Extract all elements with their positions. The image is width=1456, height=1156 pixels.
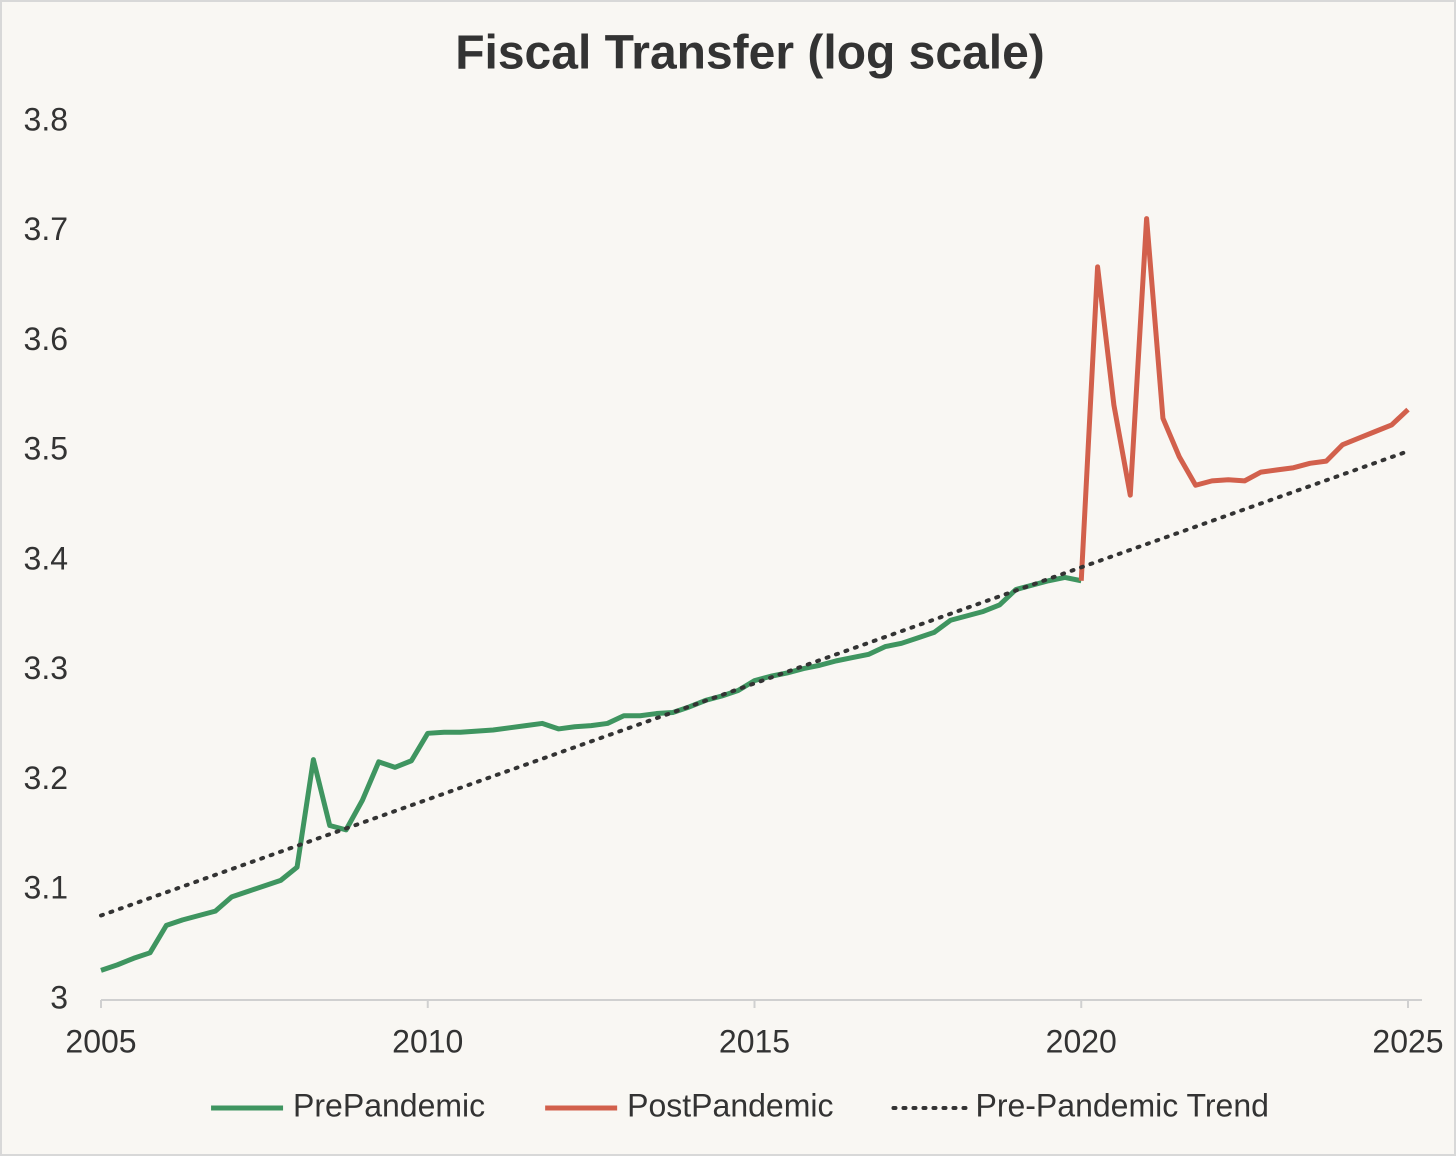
legend-label: Pre-Pandemic Trend bbox=[975, 1087, 1268, 1123]
legend-label: PrePandemic bbox=[293, 1087, 485, 1123]
y-tick-label: 3.8 bbox=[24, 101, 68, 137]
y-tick-label: 3.7 bbox=[24, 211, 68, 247]
y-tick-label: 3.1 bbox=[24, 870, 68, 906]
x-tick-label: 2005 bbox=[65, 1023, 136, 1059]
chart-title: Fiscal Transfer (log scale) bbox=[455, 27, 1045, 80]
x-tick-label: 2010 bbox=[392, 1023, 463, 1059]
y-tick-label: 3.3 bbox=[24, 650, 68, 686]
y-tick-label: 3.6 bbox=[24, 321, 68, 357]
series-line bbox=[99, 449, 1410, 918]
series-line bbox=[100, 574, 1082, 973]
x-tick-label: 2025 bbox=[1372, 1023, 1443, 1059]
y-tick-label: 3 bbox=[50, 979, 68, 1015]
y-tick-label: 3.2 bbox=[24, 760, 68, 796]
x-tick-label: 2020 bbox=[1046, 1023, 1117, 1059]
series-line bbox=[1078, 216, 1410, 581]
x-tick-label: 2015 bbox=[719, 1023, 790, 1059]
legend-label: PostPandemic bbox=[627, 1087, 833, 1123]
y-tick-label: 3.5 bbox=[24, 431, 68, 467]
y-tick-label: 3.4 bbox=[24, 540, 68, 576]
